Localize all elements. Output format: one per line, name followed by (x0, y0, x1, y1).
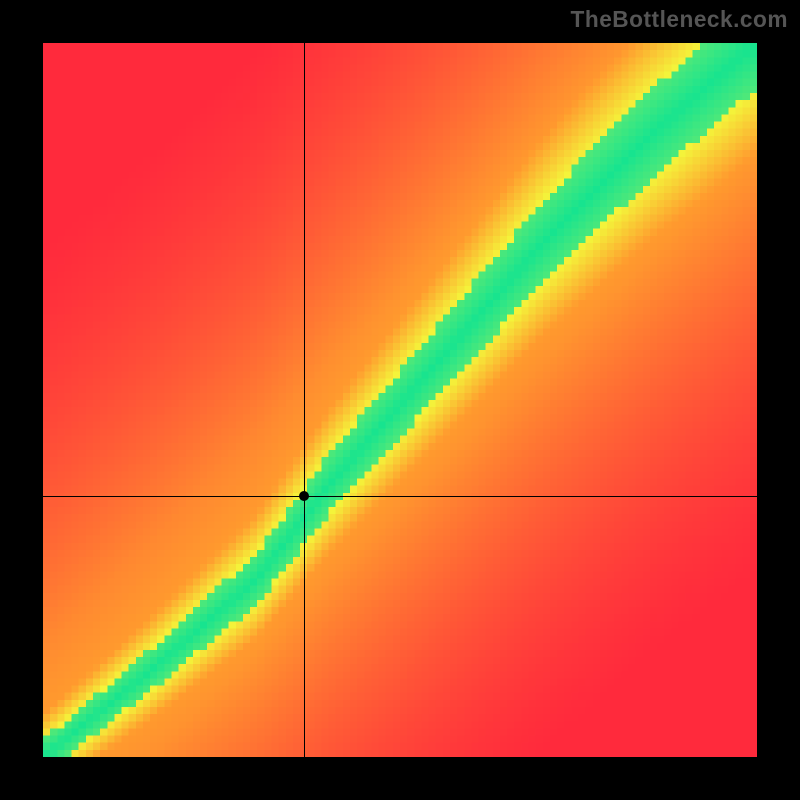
chart-container: TheBottleneck.com (0, 0, 800, 800)
crosshair-vertical (304, 43, 305, 757)
crosshair-horizontal (43, 496, 757, 497)
watermark-text: TheBottleneck.com (571, 6, 788, 33)
plot-area (43, 43, 757, 757)
bottleneck-heatmap (43, 43, 757, 757)
crosshair-point (299, 491, 309, 501)
